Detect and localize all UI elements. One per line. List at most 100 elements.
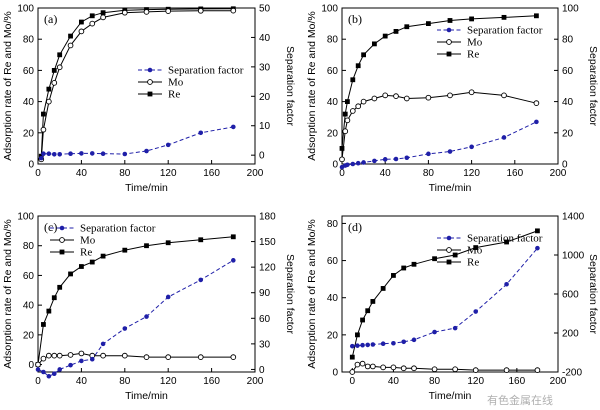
data-point <box>197 354 204 360</box>
legend-marker <box>446 247 452 253</box>
data-point <box>349 343 355 349</box>
x-tick-label: 40 <box>380 168 392 179</box>
data-point <box>165 354 172 360</box>
y2-tick-label: 600 <box>562 290 579 301</box>
data-point <box>57 52 63 58</box>
data-point <box>380 364 386 371</box>
panel-label: (a) <box>44 12 57 26</box>
data-point <box>355 343 360 348</box>
data-point <box>165 240 171 246</box>
data-point <box>100 253 106 259</box>
x-tick-label: 80 <box>429 376 441 387</box>
y-tick-label: 60 <box>327 256 339 267</box>
data-point <box>41 151 46 156</box>
y2-tick-label: 40 <box>259 33 271 44</box>
y2-axis-title: Separation factor <box>587 254 599 334</box>
data-point <box>41 322 46 327</box>
x-tick-label: 160 <box>203 376 220 387</box>
data-point <box>339 156 345 163</box>
series-line <box>40 126 234 159</box>
data-point <box>393 29 399 34</box>
x-tick-label: 40 <box>76 168 88 179</box>
data-point <box>144 243 149 249</box>
data-point <box>535 245 540 251</box>
data-point <box>100 151 106 156</box>
legend-entry: Separation factor <box>168 65 244 77</box>
series-line <box>341 91 537 160</box>
x-axis-title: Time/min <box>429 390 472 402</box>
data-point <box>380 286 386 291</box>
legend-entry: Mo <box>80 235 96 247</box>
x-axis-title: Time/min <box>125 182 168 194</box>
series-line <box>351 363 538 373</box>
y2-tick-label: 0 <box>259 365 265 376</box>
series-re <box>38 6 236 159</box>
data-point <box>534 13 539 19</box>
legend-entry: Separation factor <box>80 223 156 235</box>
series-mo <box>35 350 237 368</box>
series-mo <box>38 7 237 163</box>
x-axis-title: Time/min <box>125 390 168 402</box>
data-point <box>144 148 149 154</box>
y2-tick-label: 20 <box>259 92 271 103</box>
y2-tick-label: 100 <box>562 4 579 15</box>
data-point <box>355 63 361 69</box>
data-point <box>426 151 431 157</box>
data-point <box>35 367 41 372</box>
y2-tick-label: 80 <box>562 35 574 46</box>
data-point <box>403 95 410 102</box>
y-tick-label: 0 <box>28 360 34 371</box>
data-point <box>89 20 96 27</box>
data-point <box>40 126 47 133</box>
data-point <box>411 261 417 267</box>
data-point <box>342 128 349 135</box>
data-point <box>535 228 540 234</box>
y-tick-label: 40 <box>23 301 35 312</box>
data-point <box>165 294 171 300</box>
y-tick-label: 40 <box>327 293 339 304</box>
x-tick-label: 160 <box>506 168 523 179</box>
data-point <box>452 252 458 258</box>
data-point <box>404 24 410 30</box>
data-point <box>370 299 376 304</box>
y-tick-label: 60 <box>327 66 339 77</box>
series-re <box>35 234 236 367</box>
data-point <box>68 151 73 156</box>
data-point <box>426 21 431 26</box>
y2-axis-title: Separation factor <box>284 254 296 334</box>
y2-tick-label: 20 <box>562 128 574 139</box>
legend-marker <box>446 39 452 45</box>
data-point <box>122 151 128 157</box>
data-point <box>143 354 150 360</box>
legend-entry: Separation factor <box>467 233 543 245</box>
y2-tick-label: -200 <box>562 368 582 379</box>
y2-tick-label: 30 <box>259 339 271 350</box>
data-point <box>57 284 63 290</box>
data-point <box>401 265 407 271</box>
data-point <box>370 342 376 347</box>
y-tick-label: 20 <box>327 128 339 139</box>
data-point <box>360 317 365 323</box>
data-point <box>56 64 63 71</box>
y-tick-label: 80 <box>327 219 339 230</box>
data-point <box>473 309 479 314</box>
data-point <box>452 366 458 373</box>
legend-entry: Re <box>467 257 479 269</box>
series-re <box>349 228 540 360</box>
legend-entry: Re <box>80 247 92 259</box>
y2-tick-label: 120 <box>259 263 276 274</box>
y-tick-label: 80 <box>23 241 35 252</box>
y-axis-title: Adsorption rate of Re and Mo/% <box>306 11 318 160</box>
data-point <box>51 295 57 301</box>
x-tick-label: 0 <box>35 168 41 179</box>
data-point <box>78 350 85 357</box>
data-point <box>447 18 453 23</box>
data-point <box>382 157 388 162</box>
data-point <box>345 99 350 104</box>
data-point <box>51 68 57 73</box>
data-point <box>40 355 47 362</box>
data-point <box>79 19 84 25</box>
legend-marker <box>446 259 452 265</box>
